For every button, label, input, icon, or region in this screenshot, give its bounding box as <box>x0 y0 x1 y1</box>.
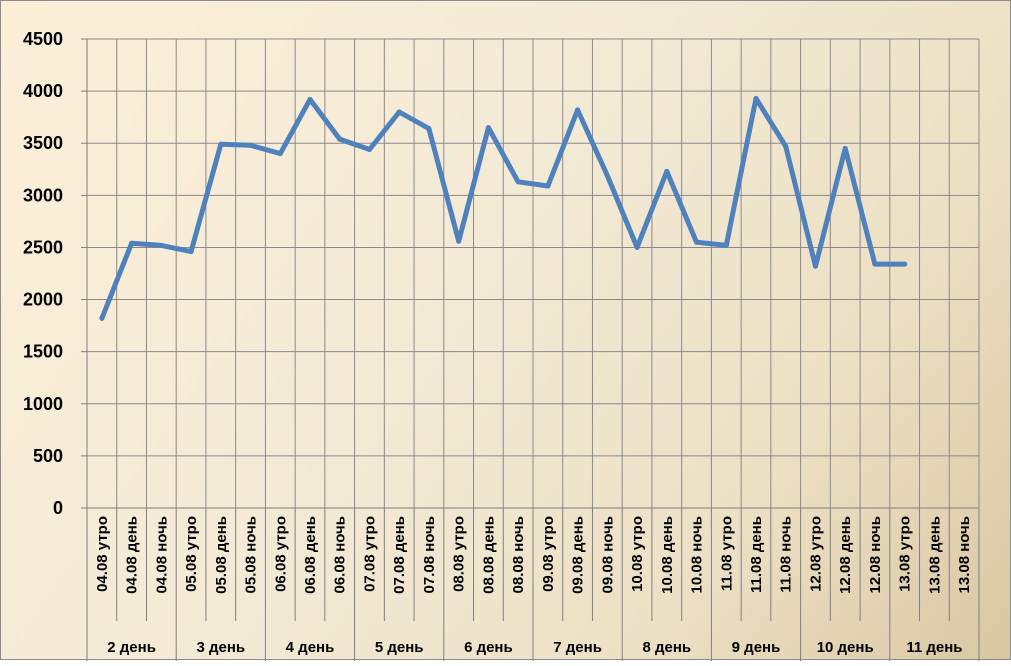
data-point <box>634 244 640 250</box>
x-tick-label: 05.08 день <box>213 516 230 594</box>
y-tick-label: 1000 <box>23 394 63 414</box>
x-tick-label: 09.08 ночь <box>599 516 616 593</box>
data-point <box>158 242 164 248</box>
data-point <box>575 107 581 113</box>
y-axis-ticks: 0 500 1000 1500 2000 2500 3000 3500 4000 4500 <box>23 29 63 518</box>
data-point <box>218 141 224 147</box>
x-tick-label: 06.08 ночь <box>332 516 349 593</box>
data-point <box>307 96 313 102</box>
x-group-label: 4 день <box>286 639 335 656</box>
x-group-label: 8 день <box>642 639 691 656</box>
data-point <box>842 145 848 151</box>
data-point <box>812 263 818 269</box>
data-point <box>485 125 491 131</box>
x-tick-label: 11.08 утро <box>718 516 735 591</box>
series-layer <box>99 95 908 321</box>
data-point <box>277 151 283 157</box>
x-tick-label: 04.08 ночь <box>153 516 170 593</box>
data-point <box>902 261 908 267</box>
data-point <box>396 109 402 115</box>
x-tick-label: 11.08 ночь <box>778 516 795 593</box>
x-axis-groups: 2 день 3 день 4 день 5 день 6 день 7 день 8 де… <box>107 639 962 656</box>
data-point <box>456 238 462 244</box>
x-group-label: 11 день <box>906 639 962 656</box>
x-tick-label: 13.08 утро <box>897 516 914 592</box>
x-tick-label: 10.08 день <box>659 516 676 594</box>
data-point <box>129 240 135 246</box>
data-point <box>426 126 432 132</box>
x-group-label: 3 день <box>196 639 245 656</box>
x-tick-label: 07.08 день <box>391 516 408 594</box>
x-group-label: 6 день <box>464 639 513 656</box>
x-group-label: 5 день <box>375 639 424 656</box>
data-point <box>366 146 372 152</box>
data-point <box>723 242 729 248</box>
x-tick-label: 08.08 ночь <box>510 516 527 593</box>
x-tick-label: 08.08 утро <box>451 516 468 592</box>
x-tick-label: 11.08 день <box>748 516 765 593</box>
data-point <box>248 142 254 148</box>
data-point <box>604 173 610 179</box>
series-line <box>99 95 908 321</box>
y-tick-label: 4000 <box>23 81 63 101</box>
x-tick-label: 05.08 утро <box>183 516 200 592</box>
x-tick-label: 06.08 утро <box>272 516 289 592</box>
x-tick-label: 09.08 утро <box>540 516 557 592</box>
x-tick-label: 13.08 ночь <box>956 516 973 593</box>
x-tick-label: 08.08 день <box>480 516 497 594</box>
x-tick-label: 07.08 утро <box>361 516 378 592</box>
data-point <box>337 136 343 142</box>
x-group-label: 7 день <box>553 639 602 656</box>
axes <box>81 38 980 661</box>
x-tick-label: 06.08 день <box>302 516 319 594</box>
data-point <box>872 261 878 267</box>
x-tick-label: 04.08 день <box>124 516 141 594</box>
data-point <box>753 95 759 101</box>
x-group-label: 10 день <box>817 639 874 656</box>
x-tick-label: 12.08 утро <box>807 516 824 592</box>
y-tick-label: 2500 <box>23 237 63 257</box>
data-point <box>783 143 789 149</box>
data-point <box>188 249 194 255</box>
data-point <box>545 183 551 189</box>
data-point <box>99 315 105 321</box>
x-axis-ticks: 04.08 утро 04.08 день 04.08 ночь 05.08 утро… <box>94 516 973 594</box>
x-tick-label: 12.08 ночь <box>867 516 884 593</box>
data-point <box>664 168 670 174</box>
y-tick-label: 2000 <box>23 290 63 310</box>
y-tick-label: 4500 <box>23 29 63 49</box>
x-tick-label: 04.08 утро <box>94 516 111 592</box>
x-group-label: 9 день <box>732 639 781 656</box>
y-tick-label: 3500 <box>23 133 63 153</box>
x-tick-label: 13.08 день <box>926 516 943 594</box>
x-tick-label: 10.08 утро <box>629 516 646 592</box>
y-tick-label: 0 <box>53 498 63 518</box>
x-tick-label: 12.08 день <box>837 516 854 594</box>
y-tick-label: 500 <box>33 446 63 466</box>
y-tick-label: 3000 <box>23 185 63 205</box>
y-tick-label: 1500 <box>23 342 63 362</box>
grid <box>87 38 980 508</box>
x-tick-label: 05.08 ночь <box>243 516 260 593</box>
x-tick-label: 10.08 ночь <box>689 516 706 593</box>
x-group-label: 2 день <box>107 639 156 656</box>
x-tick-label: 09.08 день <box>570 516 587 594</box>
x-tick-label: 07.08 ночь <box>421 516 438 593</box>
data-point <box>515 179 521 185</box>
data-point <box>694 239 700 245</box>
